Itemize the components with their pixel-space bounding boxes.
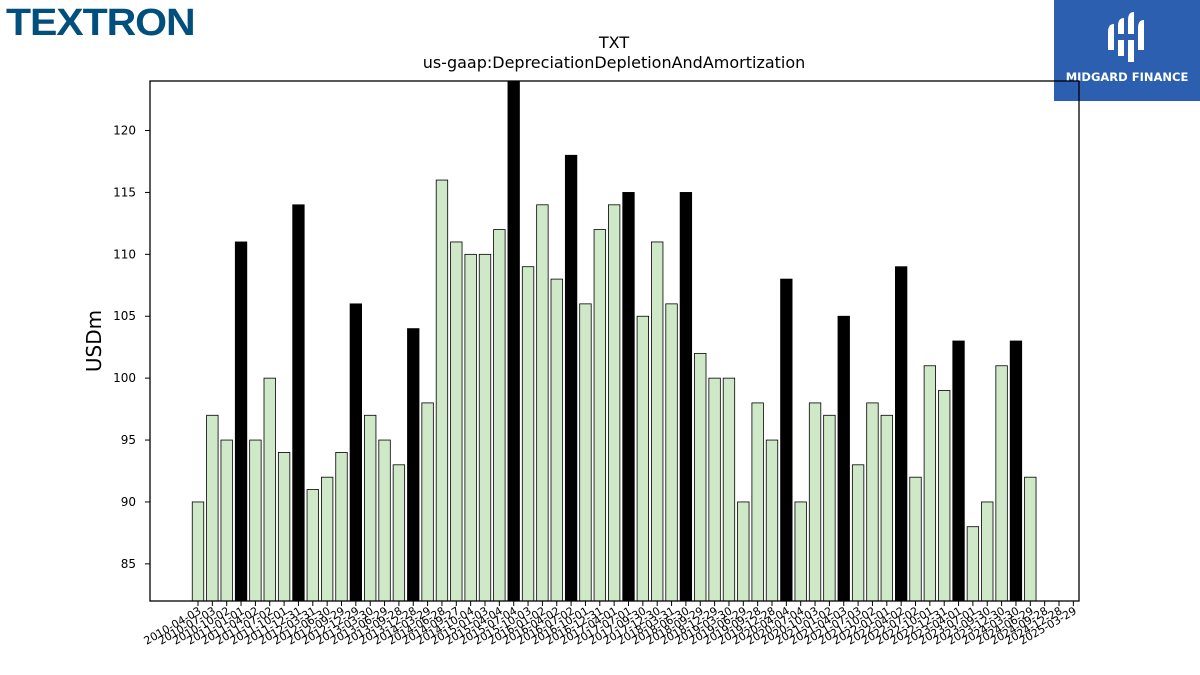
bar	[938, 390, 951, 602]
bar	[823, 414, 836, 602]
bar	[421, 402, 434, 602]
chart-title: TXT	[598, 33, 629, 52]
bar	[593, 229, 606, 602]
bar	[751, 402, 764, 602]
bar	[521, 266, 535, 602]
y-axis-ticks: 85 90 95 100 105 110 115 120	[113, 124, 150, 571]
partner-name: MIDGARD FINANCE	[1065, 70, 1189, 84]
midgard-logo-icon	[1108, 12, 1144, 62]
bar	[493, 229, 506, 602]
bar	[263, 377, 276, 602]
bar	[679, 192, 693, 602]
bar	[895, 266, 908, 602]
bar	[550, 278, 563, 602]
bar	[866, 402, 879, 602]
bar	[349, 303, 363, 602]
plot-frame	[149, 80, 1080, 602]
bar	[665, 303, 678, 602]
bar	[880, 414, 893, 602]
bar	[923, 365, 936, 602]
bar	[191, 501, 205, 602]
y-tick-label: 90	[121, 495, 136, 509]
bar	[780, 278, 793, 602]
bar	[320, 476, 334, 602]
bars-group	[191, 80, 1037, 602]
bar	[335, 452, 348, 602]
bar	[966, 526, 980, 602]
bar	[794, 501, 807, 602]
bar	[364, 414, 377, 602]
bar	[651, 241, 664, 602]
bar	[1024, 476, 1037, 602]
bar	[306, 489, 319, 602]
bar	[851, 464, 865, 602]
bar	[564, 154, 578, 602]
y-tick-label: 85	[121, 557, 136, 571]
bar	[765, 439, 779, 602]
bar	[622, 192, 635, 602]
bar	[837, 315, 850, 602]
y-tick-label: 110	[113, 247, 136, 261]
y-tick-label: 100	[113, 371, 136, 385]
bar	[981, 501, 994, 602]
bar	[1009, 340, 1023, 602]
partner-badge: MIDGARD FINANCE	[1054, 0, 1200, 101]
bar	[234, 241, 248, 602]
bar	[708, 377, 721, 602]
y-tick-label: 120	[113, 124, 136, 138]
bar	[808, 402, 822, 602]
bar	[909, 476, 922, 602]
bar	[722, 377, 736, 602]
bar	[435, 179, 449, 602]
bar	[694, 352, 707, 602]
bar	[220, 439, 233, 602]
x-axis-ticks: 2010-04-032010-07-032010-10-022011-01-01…	[142, 601, 1079, 648]
bar	[378, 439, 391, 602]
bar	[536, 204, 549, 602]
bar	[995, 365, 1008, 602]
bar	[464, 253, 477, 602]
bar	[579, 303, 592, 602]
bar	[952, 340, 965, 602]
bar	[392, 464, 406, 602]
bar	[277, 452, 291, 602]
bar	[292, 204, 305, 602]
bar	[507, 80, 520, 602]
y-tick-label: 115	[113, 185, 136, 199]
bar	[450, 241, 463, 602]
bar	[636, 315, 649, 602]
bar	[206, 414, 219, 602]
textron-logo: TEXTRON	[6, 2, 196, 44]
bar	[478, 253, 492, 602]
chart-subtitle: us-gaap:DepreciationDepletionAndAmortiza…	[423, 53, 806, 72]
y-axis-label: USDm	[82, 310, 106, 372]
bar	[407, 328, 420, 602]
bar	[737, 501, 750, 602]
y-tick-label: 105	[113, 309, 136, 323]
bar	[249, 439, 262, 602]
bar	[608, 204, 621, 602]
y-tick-label: 95	[121, 433, 136, 447]
